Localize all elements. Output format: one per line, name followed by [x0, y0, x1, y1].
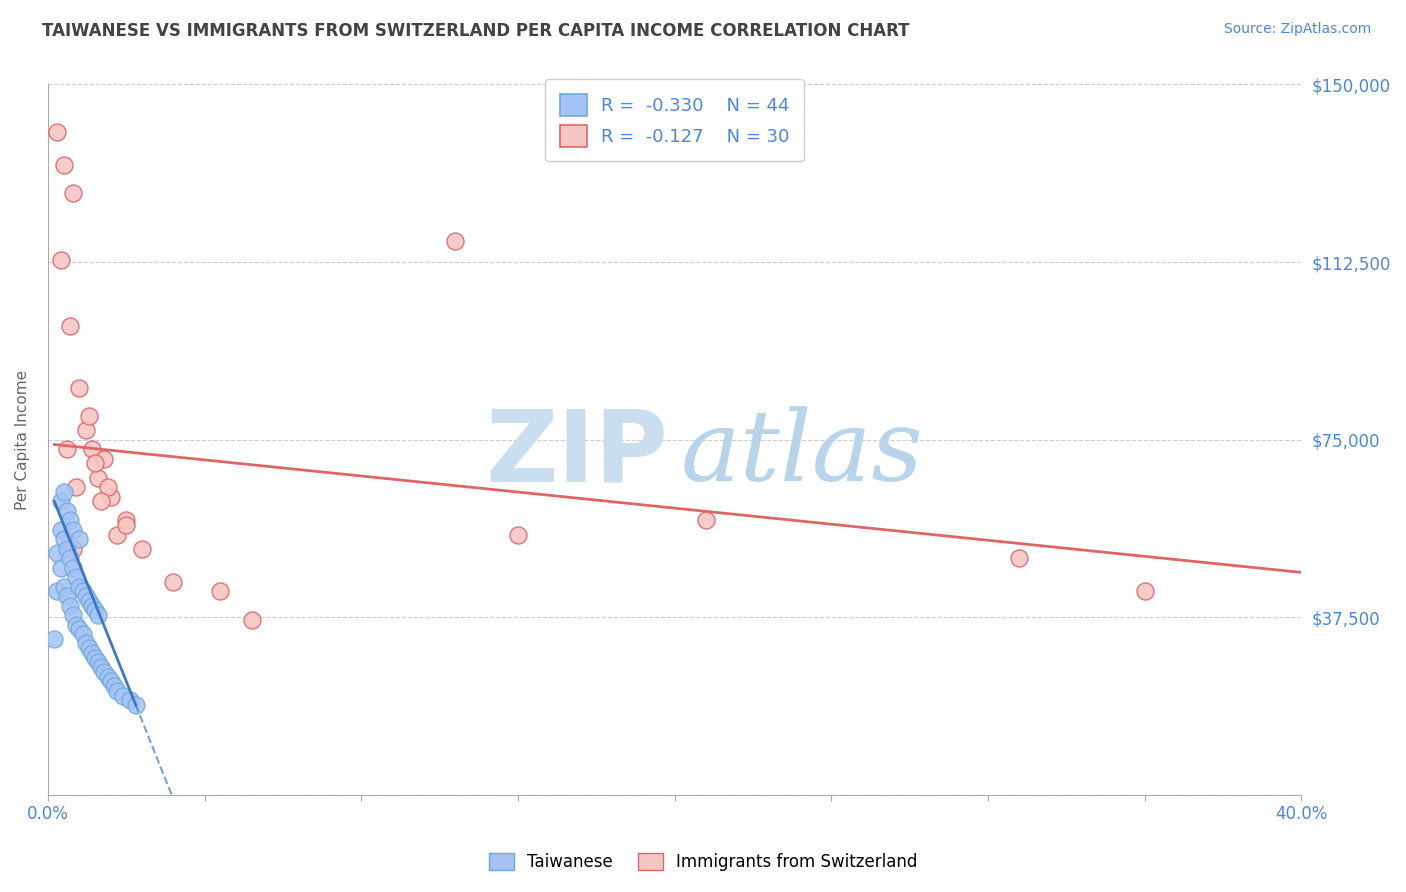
Point [77, 641, 100, 656]
Point [52, 158, 75, 172]
Point [67, 622, 90, 636]
Point [59, 513, 82, 527]
Point [59, 599, 82, 613]
Point [115, 513, 138, 527]
Point [100, 674, 122, 689]
Point [1008, 551, 1031, 566]
Point [90, 660, 112, 674]
Point [52, 533, 75, 547]
Point [115, 518, 138, 533]
Point [87, 656, 110, 670]
Point [90, 494, 112, 508]
Point [105, 527, 128, 541]
Point [77, 409, 100, 423]
Point [67, 580, 90, 594]
Point [67, 381, 90, 395]
Point [93, 665, 115, 679]
Text: TAIWANESE VS IMMIGRANTS FROM SWITZERLAND PER CAPITA INCOME CORRELATION CHART: TAIWANESE VS IMMIGRANTS FROM SWITZERLAND… [42, 22, 910, 40]
Point [80, 646, 103, 660]
Point [72, 584, 94, 599]
Point [67, 533, 90, 547]
Point [240, 613, 263, 627]
Legend: R =  -0.330    N = 44, R =  -0.127    N = 30: R = -0.330 N = 44, R = -0.127 N = 30 [546, 79, 804, 161]
Point [59, 319, 82, 334]
Point [444, 234, 467, 248]
Point [62, 523, 84, 537]
Point [84, 457, 107, 471]
Legend: Taiwanese, Immigrants from Switzerland: Taiwanese, Immigrants from Switzerland [481, 845, 925, 880]
Point [62, 608, 84, 623]
Point [97, 480, 120, 494]
Text: ZIP: ZIP [485, 406, 668, 502]
Point [75, 636, 97, 650]
Point [52, 484, 75, 499]
Point [62, 560, 84, 574]
Point [46, 584, 69, 599]
Point [59, 551, 82, 566]
Point [46, 546, 69, 560]
Point [84, 650, 107, 665]
Point [62, 186, 84, 201]
Point [1133, 584, 1156, 599]
Point [56, 504, 79, 518]
Point [49, 252, 72, 267]
Point [112, 689, 135, 703]
Point [131, 541, 153, 556]
Point [93, 451, 115, 466]
Point [87, 470, 110, 484]
Point [87, 608, 110, 623]
Point [44, 632, 66, 646]
Point [125, 698, 148, 712]
Point [72, 627, 94, 641]
Point [65, 617, 87, 632]
Text: Source: ZipAtlas.com: Source: ZipAtlas.com [1223, 22, 1371, 37]
Point [75, 589, 97, 603]
Point [49, 560, 72, 574]
Point [49, 494, 72, 508]
Point [56, 589, 79, 603]
Point [80, 599, 103, 613]
Point [56, 442, 79, 457]
Point [162, 574, 184, 589]
Point [100, 490, 122, 504]
Point [97, 670, 120, 684]
Point [65, 570, 87, 584]
Point [56, 541, 79, 556]
Point [118, 693, 141, 707]
Point [65, 480, 87, 494]
Point [62, 541, 84, 556]
Point [52, 580, 75, 594]
Point [77, 594, 100, 608]
Point [695, 513, 717, 527]
Text: atlas: atlas [681, 407, 924, 501]
Point [209, 584, 232, 599]
Point [506, 527, 529, 541]
Point [75, 423, 97, 437]
Point [103, 679, 125, 693]
Point [84, 603, 107, 617]
Point [105, 683, 128, 698]
Point [80, 442, 103, 457]
Point [49, 523, 72, 537]
Point [46, 125, 69, 139]
Y-axis label: Per Capita Income: Per Capita Income [15, 369, 30, 510]
